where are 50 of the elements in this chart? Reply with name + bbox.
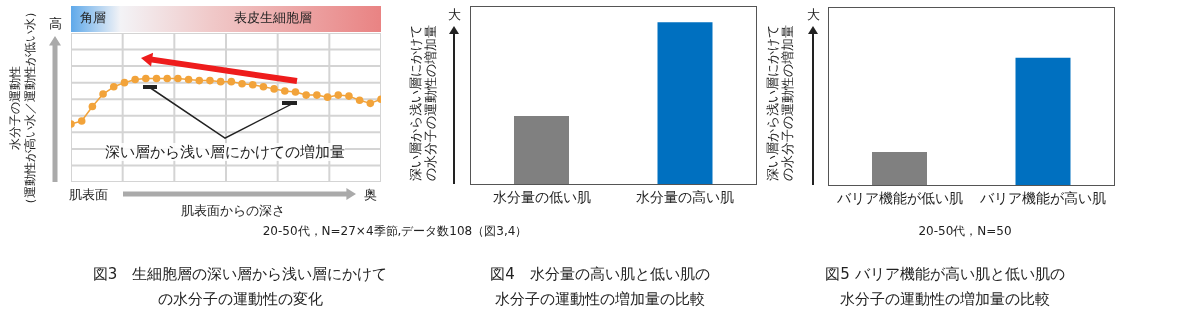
point [99,90,107,98]
point [323,93,332,101]
point [334,91,343,99]
annotation: 深い層から浅い層にかけての増加量 [105,143,345,161]
point [131,75,139,84]
x-tick-label: バリア機能が高い肌 [979,189,1107,206]
point [291,88,300,96]
x-tick-label: バリア機能が低い肌 [835,189,963,206]
point [238,79,246,88]
text: 奥 [364,187,377,203]
point [313,91,321,99]
point [259,83,268,91]
text: 図4 水分量の高い肌と低い肌の水分子の運動性の増加量の比較 [489,264,711,310]
point [174,74,182,83]
point [184,75,193,84]
point [88,102,97,111]
point [270,85,278,93]
text: 図3 生細胞層の深い層から浅い層にかけての水分子の運動性の変化 [91,264,389,310]
point [345,92,353,100]
text: 高 [48,16,62,32]
y-axis-title: 深い層から浅い層にかけての水分子の運動性の増加量 [765,23,795,181]
point [142,74,150,83]
point [195,76,204,85]
text: （運動性が高い水／運動性が低い水） [22,6,38,210]
point [163,74,172,83]
text: 角層 [80,10,106,26]
point [280,87,289,95]
y-axis-title: 水分子の運動性 [7,66,23,150]
text: 大 [447,7,461,23]
x-tick-label: 水分量の高い肌 [636,188,735,205]
point [355,96,364,105]
text: 肌表面 [69,187,108,203]
point [366,99,375,108]
point [152,74,161,83]
text: 20-50代，N=50 [918,224,1012,239]
point [216,77,225,86]
x-axis-title: 肌表面からの深さ [181,203,285,219]
point [109,83,118,91]
point [227,77,236,86]
point [302,91,310,99]
text: 20-50代，N=27×4季節,データ数108（図3,4） [262,224,528,239]
point [206,76,214,85]
y-axis-title: 深い層から浅い層にかけての水分子の運動性の増加量 [408,23,438,181]
point [120,78,129,87]
text: 表皮生細胞層 [234,10,312,26]
text: 図5 バリア機能が高い肌と低い肌の水分子の運動性の増加量の比較 [824,264,1066,310]
text: 大 [806,7,820,23]
point [248,80,257,89]
point [77,117,86,125]
x-tick-label: 水分量の低い肌 [492,188,591,205]
